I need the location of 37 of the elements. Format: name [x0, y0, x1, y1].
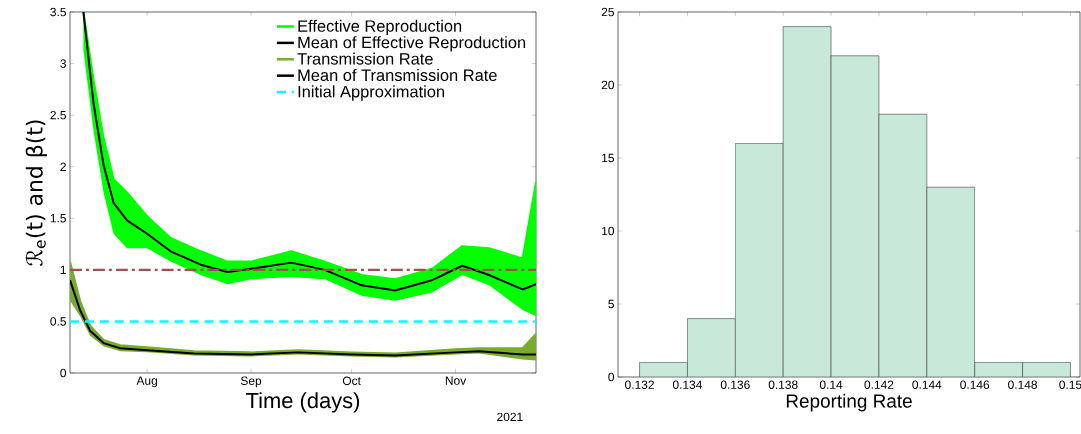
legend-label: Mean of Transmission Rate	[298, 68, 497, 82]
x-axis-title: Time (days)	[246, 392, 360, 413]
y-tick-label: 10	[602, 226, 615, 236]
x-tick-label: Aug	[136, 376, 157, 388]
x-tick-label: 0.134	[672, 380, 703, 389]
y-tick-label: 25	[601, 7, 614, 17]
x-tick-label: 0.146	[960, 380, 990, 389]
y-tick-label: 20	[601, 80, 615, 90]
x-tick-label: 0.136	[720, 380, 750, 389]
x-tick-label: 0.138	[768, 380, 798, 389]
y-tick-label: 3	[60, 59, 66, 68]
x-tick-label: 0.148	[1008, 380, 1037, 389]
legend-label: Mean of Effective Reproduction	[298, 36, 526, 52]
x-tick-label: Sep	[240, 376, 262, 388]
y-tick-label: 1.5	[50, 214, 66, 223]
y-tick-label: 0	[608, 372, 615, 382]
y-tick-label: 3.5	[50, 7, 66, 17]
y-axis-title: ℛ$_{e}$(t) and β(t)	[25, 120, 48, 266]
y-tick-label: 2.5	[50, 110, 66, 120]
legend-label: Transmission Rate	[297, 52, 433, 65]
y-tick-label: 1	[60, 265, 66, 274]
y-tick-label: 0.5	[50, 317, 66, 326]
x-tick-label: Nov	[445, 376, 467, 385]
y-tick-label: 2	[60, 162, 66, 171]
legend-label: Effective Reproduction	[298, 19, 462, 36]
y-tick-label: 0	[60, 368, 67, 378]
x-tick-label: 0.14	[819, 380, 843, 389]
y-tick-label: 5	[608, 299, 614, 309]
x-tick-label: Oct	[342, 376, 361, 385]
x-axis-title: Reporting Rate	[786, 393, 912, 412]
x-tick-label: 0.15	[1059, 380, 1081, 389]
text: 2021	[497, 412, 523, 422]
x-tick-label: 0.144	[912, 380, 942, 389]
legend-label: Initial Approximation	[298, 85, 445, 101]
y-tick-label: 15	[602, 153, 614, 163]
x-tick-label: 0.132	[625, 380, 654, 389]
x-tick-label: 0.142	[864, 380, 894, 389]
